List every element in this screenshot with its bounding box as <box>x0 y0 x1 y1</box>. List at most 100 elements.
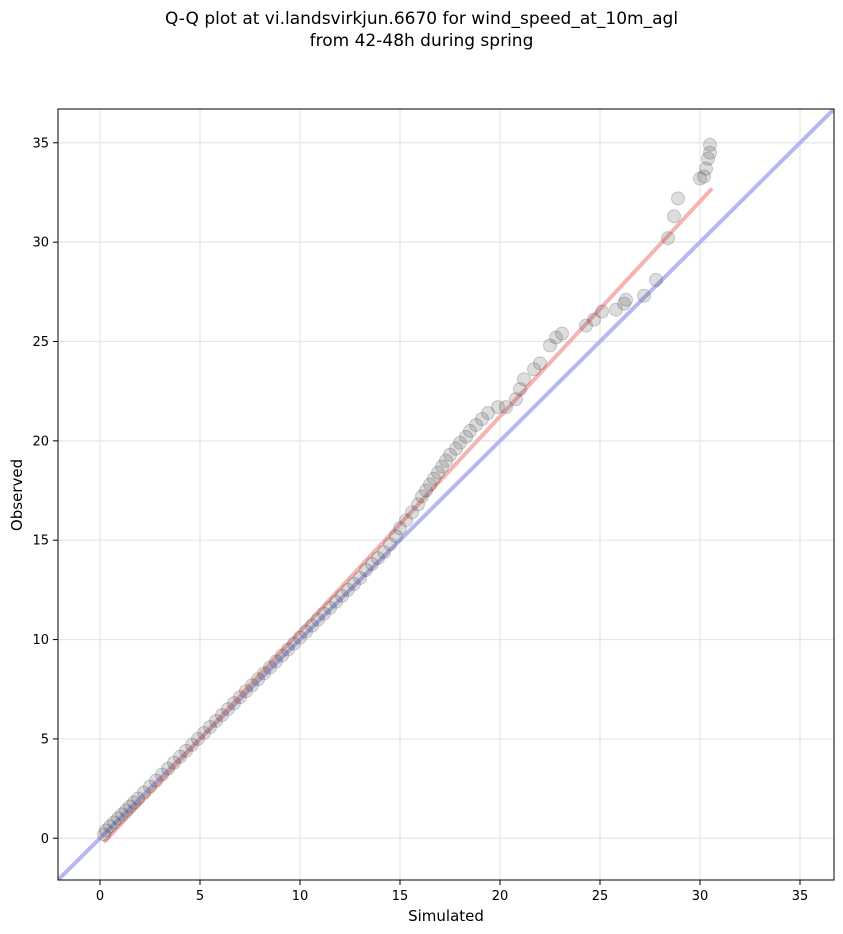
y-tick-label: 10 <box>32 633 49 648</box>
data-point <box>233 690 247 705</box>
data-point <box>481 406 495 421</box>
data-point <box>137 785 151 800</box>
chart-title-line-2: from 42-48h during spring <box>309 31 534 51</box>
data-point <box>227 696 241 711</box>
data-point <box>257 666 271 681</box>
data-point <box>131 791 145 806</box>
data-point <box>399 513 413 528</box>
chart-title-line-1: Q-Q plot at vi.landsvirkjun.6670 for win… <box>164 9 679 29</box>
y-tick-label: 30 <box>32 236 49 251</box>
data-point <box>155 767 169 782</box>
plot-frame <box>57 108 835 881</box>
x-axis-label: Simulated <box>408 907 484 925</box>
data-point <box>281 642 295 657</box>
data-point <box>475 411 489 426</box>
data-point <box>275 648 289 663</box>
data-point <box>499 400 513 415</box>
data-point <box>203 719 217 734</box>
data-point <box>335 588 349 603</box>
x-ticks: 0 5 10 15 20 25 30 35 <box>96 880 808 904</box>
y-tick-label: 0 <box>41 832 49 847</box>
data-point <box>619 292 633 307</box>
data-point <box>365 557 379 572</box>
data-point <box>221 702 235 717</box>
data-point <box>287 636 301 651</box>
data-point <box>245 678 259 693</box>
y-tick-label: 15 <box>32 534 49 549</box>
data-point <box>491 400 505 415</box>
data-point <box>161 761 175 776</box>
y-tick-label: 20 <box>32 434 49 449</box>
data-point <box>149 773 163 788</box>
data-point <box>383 537 397 552</box>
data-point <box>251 672 265 687</box>
data-point <box>469 417 483 432</box>
data-point <box>617 296 631 311</box>
data-point <box>115 807 129 822</box>
data-point <box>111 811 125 826</box>
data-point <box>513 382 527 397</box>
data-point <box>99 823 113 838</box>
data-point <box>393 521 407 536</box>
data-point <box>293 630 307 645</box>
x-tick-label: 35 <box>792 889 809 904</box>
data-point <box>435 459 449 474</box>
data-point <box>637 288 651 303</box>
data-point <box>311 612 325 627</box>
data-point <box>699 161 713 176</box>
data-point <box>263 660 277 675</box>
x-tick-label: 15 <box>392 889 409 904</box>
data-point <box>353 570 367 585</box>
data-point <box>595 304 609 319</box>
y-axis-label: Observed <box>8 459 26 531</box>
data-point <box>555 326 569 341</box>
data-point <box>549 330 563 345</box>
data-point <box>697 169 711 184</box>
x-tick-label: 25 <box>592 889 609 904</box>
x-tick-label: 5 <box>196 889 204 904</box>
data-point <box>661 231 675 246</box>
data-point <box>173 749 187 764</box>
data-point <box>323 600 337 615</box>
data-point <box>427 471 441 486</box>
data-point <box>423 477 437 492</box>
data-point <box>543 338 557 353</box>
x-tick-label: 30 <box>692 889 709 904</box>
data-points <box>97 137 717 842</box>
data-point <box>347 576 361 591</box>
fit-line <box>102 187 714 844</box>
data-point <box>667 209 681 224</box>
data-point <box>609 302 623 317</box>
y-ticks: 0 5 10 15 20 25 30 35 <box>32 136 58 847</box>
y-tick-label: 5 <box>41 732 49 747</box>
data-point <box>329 594 343 609</box>
data-point <box>419 483 433 498</box>
data-point <box>371 551 385 566</box>
y-tick-label: 35 <box>32 136 49 151</box>
data-point <box>359 563 373 578</box>
data-point <box>107 815 121 830</box>
data-point <box>389 529 403 544</box>
data-point <box>143 779 157 794</box>
data-point <box>179 743 193 758</box>
x-tick-label: 0 <box>96 889 104 904</box>
data-point <box>509 392 523 407</box>
data-point <box>377 545 391 560</box>
x-tick-label: 10 <box>292 889 309 904</box>
data-point <box>167 755 181 770</box>
y-tick-label: 25 <box>32 335 49 350</box>
data-point <box>119 803 133 818</box>
data-point <box>123 799 137 814</box>
data-point <box>103 819 117 834</box>
data-point <box>341 582 355 597</box>
data-point <box>453 435 467 450</box>
data-point <box>703 145 717 160</box>
data-point <box>443 447 457 462</box>
data-point <box>317 606 331 621</box>
data-point <box>269 654 283 669</box>
data-point <box>405 505 419 520</box>
data-point <box>431 465 445 480</box>
data-point <box>527 362 541 377</box>
data-point <box>215 708 229 723</box>
